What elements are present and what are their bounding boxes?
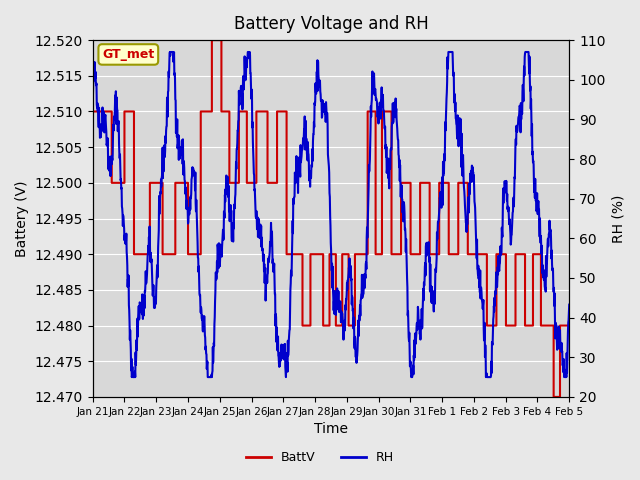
Y-axis label: Battery (V): Battery (V) [15, 180, 29, 257]
Legend: BattV, RH: BattV, RH [241, 446, 399, 469]
Y-axis label: RH (%): RH (%) [611, 194, 625, 243]
Text: GT_met: GT_met [102, 48, 154, 61]
Title: Battery Voltage and RH: Battery Voltage and RH [234, 15, 428, 33]
X-axis label: Time: Time [314, 422, 348, 436]
